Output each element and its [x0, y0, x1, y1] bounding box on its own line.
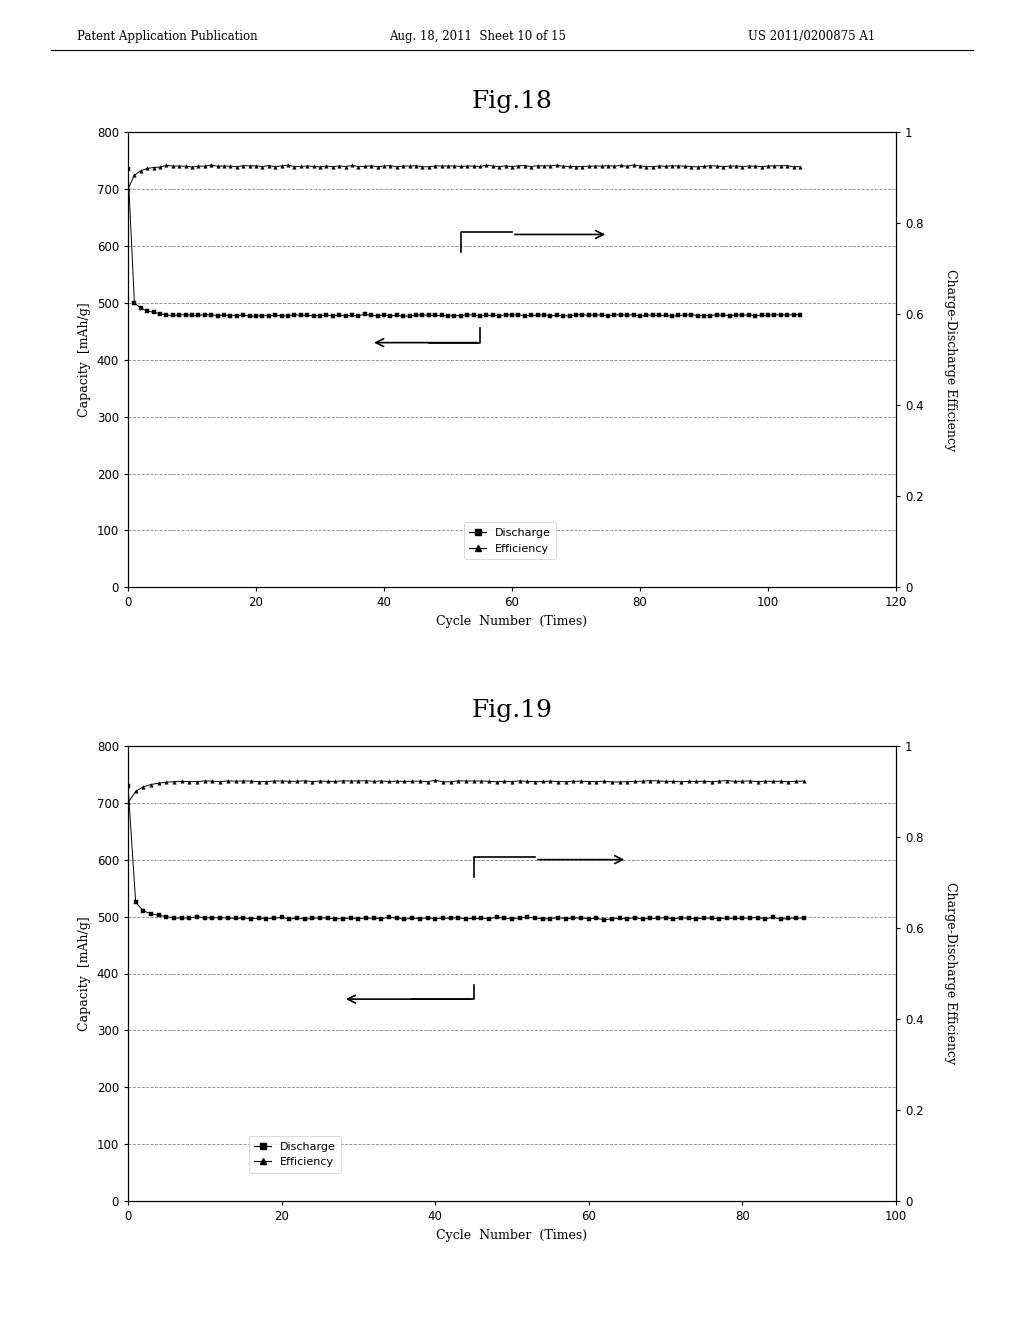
Y-axis label: Capacity  [mAh/g]: Capacity [mAh/g] [78, 302, 91, 417]
Y-axis label: Charge-Discharge Efficiency: Charge-Discharge Efficiency [944, 883, 957, 1064]
Text: Fig.19: Fig.19 [472, 698, 552, 722]
Text: Fig.18: Fig.18 [472, 90, 552, 114]
Text: US 2011/0200875 A1: US 2011/0200875 A1 [748, 30, 874, 44]
Y-axis label: Charge-Discharge Efficiency: Charge-Discharge Efficiency [944, 269, 957, 450]
X-axis label: Cycle  Number  (Times): Cycle Number (Times) [436, 1229, 588, 1242]
Text: Patent Application Publication: Patent Application Publication [77, 30, 257, 44]
Legend: Discharge, Efficiency: Discharge, Efficiency [464, 523, 556, 560]
Text: Aug. 18, 2011  Sheet 10 of 15: Aug. 18, 2011 Sheet 10 of 15 [389, 30, 566, 44]
Y-axis label: Capacity  [mAh/g]: Capacity [mAh/g] [78, 916, 91, 1031]
Legend: Discharge, Efficiency: Discharge, Efficiency [249, 1137, 341, 1173]
X-axis label: Cycle  Number  (Times): Cycle Number (Times) [436, 615, 588, 628]
